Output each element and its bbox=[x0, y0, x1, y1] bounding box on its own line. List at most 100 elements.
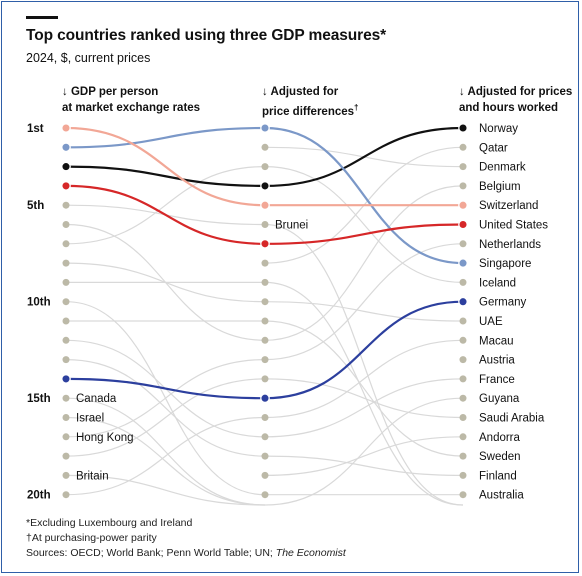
rank-dot bbox=[459, 336, 467, 344]
background-line bbox=[65, 359, 266, 457]
background-line bbox=[65, 474, 266, 506]
background-line bbox=[65, 359, 266, 438]
chart-labels: 1st 5th 10th 15th 20th Canada Israel Hong Kong B… bbox=[27, 123, 548, 502]
title-accent-rule bbox=[26, 16, 58, 19]
country-label: Belgium bbox=[479, 181, 521, 193]
rank-dot bbox=[261, 336, 269, 344]
rank-dot bbox=[261, 278, 269, 286]
country-label: Iceland bbox=[479, 277, 516, 289]
rank-dot bbox=[459, 163, 467, 171]
background-line bbox=[264, 378, 464, 438]
chart-subtitle: 2024, $, current prices bbox=[26, 51, 151, 65]
rank-dot bbox=[459, 143, 467, 151]
rank-dot bbox=[62, 317, 70, 325]
rank-dot-highlight bbox=[458, 219, 468, 230]
background-line bbox=[65, 378, 266, 457]
rank-dot bbox=[62, 491, 70, 499]
rank-label: 1st bbox=[27, 123, 44, 135]
rank-dot bbox=[261, 259, 269, 267]
background-line bbox=[264, 301, 464, 322]
country-label: Israel bbox=[76, 413, 104, 425]
rank-dot-highlight bbox=[61, 142, 71, 153]
rank-label: 15th bbox=[27, 393, 51, 405]
rank-dot bbox=[261, 375, 269, 383]
country-label: Saudi Arabia bbox=[479, 413, 545, 425]
rank-dot bbox=[261, 221, 269, 228]
footnote-ppp: †At purchasing-power parity bbox=[26, 532, 157, 544]
country-label: United States bbox=[479, 220, 548, 232]
background-line bbox=[264, 455, 464, 476]
rank-dot bbox=[62, 278, 70, 286]
background-line bbox=[264, 243, 464, 361]
rank-dot bbox=[459, 394, 467, 402]
rank-dot bbox=[261, 356, 269, 364]
rank-dot bbox=[62, 414, 70, 421]
background-line bbox=[65, 166, 266, 245]
country-label: Britain bbox=[76, 470, 109, 482]
rank-dot bbox=[261, 317, 269, 325]
rank-dot bbox=[62, 471, 70, 479]
background-line bbox=[264, 339, 464, 419]
rank-dot bbox=[459, 240, 467, 248]
country-label: Finland bbox=[479, 470, 517, 482]
rank-dot-highlight bbox=[61, 161, 71, 172]
rank-dot bbox=[261, 471, 269, 479]
rank-dot-highlight bbox=[260, 238, 270, 249]
country-label: Switzerland bbox=[479, 200, 538, 212]
chart-title: Top countries ranked using three GDP mea… bbox=[26, 27, 387, 44]
background-line bbox=[65, 416, 266, 496]
rank-dot bbox=[261, 452, 269, 460]
background-line bbox=[264, 320, 464, 457]
rank-label: 5th bbox=[27, 200, 44, 212]
rank-dot bbox=[261, 491, 269, 499]
footnote-exclusions: *Excluding Luxembourg and Ireland bbox=[26, 517, 193, 529]
column-header-hours: ↓ Adjusted for prices and hours worked bbox=[459, 86, 573, 114]
rank-dot-highlight bbox=[260, 123, 270, 133]
rank-dot bbox=[459, 356, 467, 364]
series-line-germany bbox=[65, 300, 464, 400]
country-label: Singapore bbox=[479, 258, 531, 270]
country-label: Canada bbox=[76, 393, 117, 405]
rank-dot bbox=[62, 259, 70, 267]
country-label: France bbox=[479, 374, 515, 386]
background-line bbox=[65, 397, 266, 506]
rank-dot bbox=[62, 433, 70, 441]
country-label: Hong Kong bbox=[76, 432, 134, 444]
country-label: Macau bbox=[479, 335, 514, 347]
background-line bbox=[264, 436, 464, 476]
background-line bbox=[264, 223, 464, 506]
column-header-ppp: ↓ Adjusted for price differences† bbox=[262, 86, 359, 118]
rank-dot bbox=[261, 298, 269, 306]
country-label: Norway bbox=[479, 123, 518, 135]
rank-dot bbox=[459, 278, 467, 286]
country-label: Australia bbox=[479, 490, 524, 502]
country-label: Brunei bbox=[275, 220, 308, 232]
rank-dot bbox=[62, 394, 70, 402]
rank-dot bbox=[459, 433, 467, 441]
rank-dot bbox=[261, 414, 269, 421]
rank-dot bbox=[62, 452, 70, 460]
rank-dot bbox=[261, 143, 269, 151]
rank-label: 20th bbox=[27, 490, 51, 502]
rank-dot bbox=[62, 336, 70, 344]
country-label: Guyana bbox=[479, 393, 520, 405]
rank-dot-highlight bbox=[458, 200, 468, 211]
background-line bbox=[264, 397, 464, 506]
rank-dot bbox=[459, 491, 467, 499]
column-header-market-rates: ↓ GDP per person at market exchange rate… bbox=[62, 86, 201, 114]
country-label: UAE bbox=[479, 316, 503, 328]
rank-dot bbox=[459, 317, 467, 325]
rank-dot-highlight bbox=[260, 393, 270, 404]
rank-dot bbox=[261, 163, 269, 171]
rank-dot-highlight bbox=[458, 296, 468, 307]
country-label: Sweden bbox=[479, 451, 521, 463]
rank-dot bbox=[62, 356, 70, 364]
rank-dot-highlight bbox=[61, 374, 71, 384]
rank-dot bbox=[62, 240, 70, 248]
country-label: Netherlands bbox=[479, 239, 541, 251]
rank-dots bbox=[61, 123, 468, 499]
rank-dot bbox=[459, 182, 467, 190]
background-line bbox=[65, 416, 266, 506]
